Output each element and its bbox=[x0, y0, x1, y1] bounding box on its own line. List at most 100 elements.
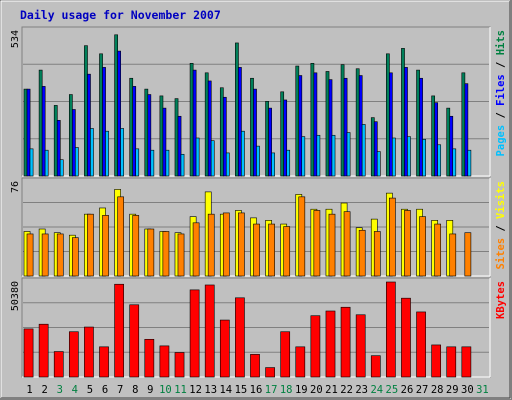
bar-files-day-5 bbox=[87, 73, 91, 177]
bar-pages-day-3 bbox=[59, 159, 64, 177]
bar-hits-day-6 bbox=[99, 53, 103, 177]
y-max-label: 534 bbox=[10, 30, 21, 48]
bar-kbytes-day-11 bbox=[174, 352, 185, 378]
series-sites bbox=[26, 196, 472, 277]
x-tick-label-day-1: 1 bbox=[26, 384, 32, 396]
bar-kbytes-day-2 bbox=[38, 323, 49, 378]
bar-kbytes-day-7 bbox=[114, 283, 124, 378]
y-max-label: 76 bbox=[10, 181, 21, 193]
bar-kbytes-day-17 bbox=[265, 367, 275, 378]
bar-files-day-15 bbox=[238, 67, 242, 177]
x-tick-label-day-30: 30 bbox=[461, 384, 474, 396]
bar-kbytes-day-14 bbox=[219, 319, 230, 378]
bar-kbytes-day-16 bbox=[250, 354, 260, 378]
bar-files-day-13 bbox=[207, 80, 212, 177]
bar-kbytes-day-22 bbox=[340, 306, 351, 378]
x-tick-label-day-10: 10 bbox=[159, 384, 172, 396]
bar-files-day-21 bbox=[328, 79, 333, 177]
bar-hits-day-26 bbox=[401, 48, 405, 177]
bar-pages-day-1 bbox=[29, 148, 34, 177]
bar-kbytes-day-13 bbox=[204, 284, 215, 378]
bar-hits-day-3 bbox=[53, 105, 58, 177]
bar-hits-day-23 bbox=[355, 68, 360, 177]
legend-part: Hits bbox=[495, 30, 507, 55]
bar-hits-day-28 bbox=[431, 95, 436, 177]
bar-hits-day-21 bbox=[325, 71, 330, 177]
bar-files-day-23 bbox=[358, 75, 363, 177]
bar-sites-day-6 bbox=[102, 215, 109, 277]
bar-kbytes-day-21 bbox=[325, 310, 336, 378]
bar-sites-day-25 bbox=[389, 197, 396, 277]
legend-part: / bbox=[495, 106, 507, 125]
bar-hits-day-2 bbox=[38, 69, 43, 177]
bar-pages-day-6 bbox=[105, 130, 109, 177]
legend-part: / bbox=[495, 219, 507, 238]
chart-panels: 534 Pages / Files / Hits 76 Sites / Visits 5… bbox=[10, 26, 507, 378]
bar-hits-day-27 bbox=[416, 69, 420, 177]
bar-kbytes-day-20 bbox=[310, 315, 321, 378]
bar-files-day-12 bbox=[192, 69, 197, 177]
bar-sites-day-17 bbox=[268, 223, 275, 277]
x-tick-label-day-2: 2 bbox=[41, 384, 47, 396]
bar-kbytes-day-10 bbox=[159, 345, 170, 378]
bar-kbytes-day-12 bbox=[189, 289, 200, 378]
x-tick-label-day-6: 6 bbox=[102, 384, 108, 396]
bar-sites-day-21 bbox=[328, 213, 336, 277]
bar-files-day-19 bbox=[298, 75, 303, 177]
bar-sites-day-30 bbox=[464, 232, 472, 277]
x-tick-label-day-13: 13 bbox=[204, 384, 217, 396]
bar-files-day-20 bbox=[313, 72, 318, 177]
bar-sites-day-18 bbox=[283, 226, 291, 277]
bar-kbytes-day-23 bbox=[355, 314, 366, 378]
legend-part: / bbox=[495, 55, 507, 74]
visits_panel: 76 Sites / Visits bbox=[10, 177, 507, 277]
bar-files-day-30 bbox=[464, 83, 469, 177]
bar-pages-day-12 bbox=[195, 137, 200, 177]
bar-hits-day-19 bbox=[295, 65, 300, 177]
bar-pages-day-18 bbox=[286, 149, 291, 177]
bar-pages-day-15 bbox=[241, 130, 245, 177]
bar-sites-day-22 bbox=[343, 211, 351, 277]
bar-kbytes-day-1 bbox=[23, 328, 34, 378]
x-tick-label-day-31: 31 bbox=[476, 384, 489, 396]
x-tick-label-day-7: 7 bbox=[117, 384, 123, 396]
bar-hits-day-10 bbox=[159, 95, 164, 177]
bar-kbytes-day-3 bbox=[53, 351, 64, 378]
bar-hits-day-8 bbox=[129, 77, 134, 177]
bar-sites-day-24 bbox=[373, 231, 381, 277]
bar-files-day-1 bbox=[26, 88, 31, 177]
bar-pages-day-2 bbox=[44, 149, 49, 177]
bar-files-day-27 bbox=[419, 77, 423, 177]
legend-part: KBytes bbox=[495, 281, 507, 319]
bar-sites-day-3 bbox=[56, 233, 64, 277]
bar-pages-day-7 bbox=[120, 128, 124, 177]
bar-pages-day-19 bbox=[301, 136, 306, 177]
bar-kbytes-day-5 bbox=[84, 326, 94, 378]
x-tick-label-day-26: 26 bbox=[401, 384, 414, 396]
bar-sites-day-8 bbox=[132, 215, 140, 277]
bar-sites-day-10 bbox=[162, 231, 170, 277]
bar-files-day-22 bbox=[343, 77, 348, 177]
bar-sites-day-28 bbox=[434, 223, 442, 277]
bar-files-day-7 bbox=[117, 50, 121, 177]
bar-sites-day-2 bbox=[41, 233, 49, 277]
chart-title: Daily usage for November 2007 bbox=[20, 8, 221, 22]
bar-hits-day-18 bbox=[280, 91, 285, 177]
bar-files-day-26 bbox=[404, 67, 408, 177]
bar-pages-day-26 bbox=[407, 136, 411, 177]
bar-files-day-11 bbox=[177, 115, 182, 177]
bar-hits-day-9 bbox=[144, 88, 149, 177]
bar-kbytes-day-24 bbox=[370, 355, 381, 378]
x-tick-label-day-9: 9 bbox=[147, 384, 153, 396]
bar-pages-day-22 bbox=[346, 132, 351, 177]
x-tick-label-day-14: 14 bbox=[219, 384, 232, 396]
bar-sites-day-7 bbox=[117, 196, 124, 277]
bar-sites-day-23 bbox=[358, 229, 366, 277]
bar-pages-day-4 bbox=[74, 147, 79, 177]
legend-part: Files bbox=[495, 74, 507, 106]
bar-pages-day-25 bbox=[392, 137, 396, 177]
bar-files-day-8 bbox=[132, 86, 137, 177]
x-tick-label-day-3: 3 bbox=[57, 384, 63, 396]
bar-kbytes-day-8 bbox=[129, 304, 140, 378]
